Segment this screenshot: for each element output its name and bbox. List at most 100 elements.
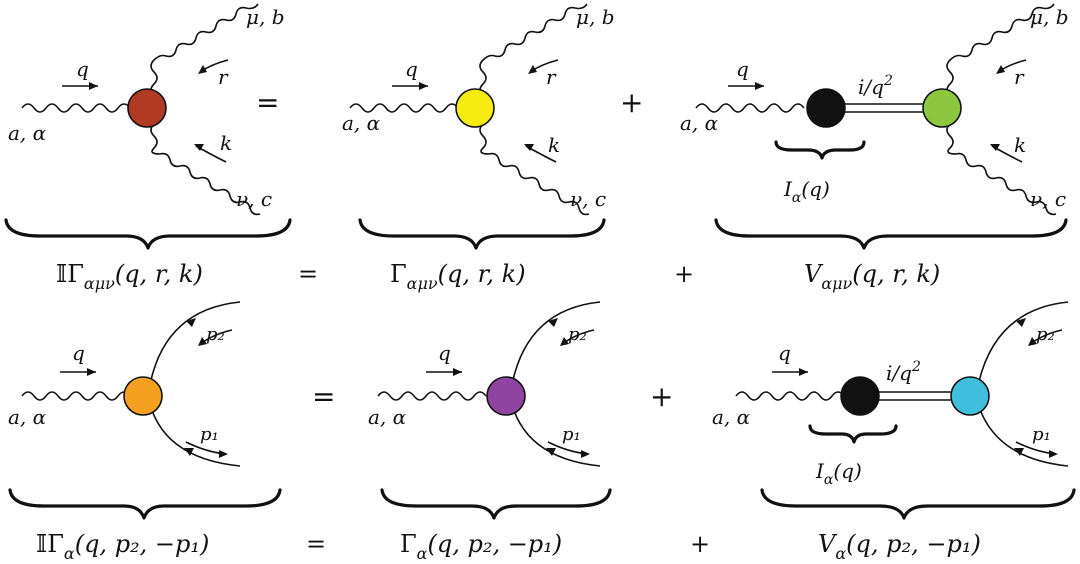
row2-gamma-q-label: q (438, 341, 451, 365)
row1-gamma-r-arrowhead (528, 65, 537, 74)
row2-v-p1-arrowhead (1049, 450, 1058, 458)
row2-caption-equals: = (306, 530, 326, 558)
row1-v-pole-label: i/q2 (858, 73, 893, 99)
row1-v-k-arrowhead (990, 144, 1000, 151)
row2-v-p2-arrowhead (1028, 337, 1037, 346)
row2-full-ghost-arrow-bottom (184, 448, 194, 456)
row1-v-incoming-gluon (695, 103, 805, 113)
row1-v-mu-b-label: μ, b (1030, 5, 1069, 29)
row2-full-q-arrowhead (87, 368, 96, 376)
row2-v-p2-label: p₂ (1036, 324, 1055, 345)
row2-full-p2-arrowhead (198, 337, 207, 346)
row2-gamma-vertex-blob (486, 376, 526, 416)
row1-full-caption: 𝕀Γαμν(q, r, k) (56, 260, 203, 293)
row1-diagram-plus: + (620, 86, 643, 119)
row2-gamma-q-arrowhead (453, 368, 462, 376)
row2-v-diagram: q a, α i/q2 p₂ p₁ Iα(q) (712, 301, 1069, 488)
row2-gamma-diagram: q a, α p₂ p₁ (368, 301, 601, 467)
row1-gamma-q-label: q (405, 57, 418, 81)
row1-v-vertex-blob (922, 88, 962, 128)
row2-v-i-alpha-label: Iα(q) (815, 459, 862, 488)
row2-diagram-equals: = (312, 380, 335, 413)
row1-v-r-arrowhead (996, 65, 1005, 74)
row1-v-i-alpha-label: Iα(q) (783, 177, 830, 206)
row2-full-ghost-line (147, 301, 241, 467)
row2-gamma-brace (380, 488, 612, 520)
row1-v-brace (714, 218, 1068, 250)
row1-v-q-label: q (736, 57, 749, 81)
row1-gamma-caption: Γαμν(q, r, k) (390, 260, 526, 293)
row2-v-ghost-arrow-bottom (1014, 448, 1024, 456)
row2-full-brace (8, 488, 282, 520)
row2-v-p1-label: p₁ (1032, 424, 1051, 445)
row1-v-q-arrowhead (755, 82, 764, 90)
row2-gamma-p1-arrowhead (581, 450, 590, 458)
row2-gamma-p2-label: p₂ (568, 324, 587, 345)
row1-full-brace (4, 218, 292, 250)
row1-gamma-r-label: r (546, 65, 557, 89)
row2-gamma-ghost-arrow-bottom (546, 448, 556, 456)
row1-gamma-incoming-gluon (349, 103, 459, 113)
row1-v-a-alpha-label: a, α (680, 111, 719, 135)
row1-v-caption: Vαμν(q, r, k) (804, 260, 940, 293)
row1-gamma-upper-gluon (479, 3, 588, 97)
row1-v-upper-gluon (946, 3, 1055, 97)
row1-full-r-arrowhead (198, 65, 207, 74)
row1-gamma-k-label: k (548, 133, 560, 157)
row1-full-nu-c-label: ν, c (236, 187, 272, 211)
row2-gamma-a-alpha-label: a, α (368, 405, 407, 429)
row1-v-pole-blob (806, 88, 846, 128)
row1-full-r-label: r (218, 65, 229, 89)
row2-diagram-plus: + (650, 380, 673, 413)
row2-full-caption: 𝕀Γα(q, p₂, −p₁) (36, 530, 209, 563)
row2-gamma-caption: Γα(q, p₂, −p₁) (400, 530, 562, 563)
row2-caption-plus: + (690, 530, 710, 558)
row1-v-r-label: r (1014, 65, 1025, 89)
row2-v-incoming-gluon (735, 391, 845, 401)
row1-v-lower-gluon (946, 123, 1057, 216)
row2-gamma-p1-label: p₁ (562, 424, 581, 445)
row2-full-a-alpha-label: a, α (8, 405, 47, 429)
row2-full-incoming-gluon (21, 391, 131, 401)
row2-v-pole-blob (840, 376, 880, 416)
row2-full-diagram: q a, α p₂ p₁ (8, 301, 241, 467)
row2-full-p1-arrowhead (219, 450, 228, 458)
row1-gamma-lower-gluon (479, 123, 590, 216)
row2-v-q-label: q (778, 341, 791, 365)
row1-gamma-mu-b-label: μ, b (576, 5, 615, 29)
row2-v-small-brace (808, 424, 898, 444)
row1-full-q-label: q (76, 57, 89, 81)
row1-full-mu-b-label: μ, b (246, 5, 285, 29)
row2-full-ghost-arrow-top (186, 318, 196, 327)
row2-v-vertex-blob (950, 376, 990, 416)
row1-full-a-alpha-label: a, α (8, 121, 47, 145)
row2-full-q-label: q (72, 341, 85, 365)
row1-gamma-vertex-blob (455, 88, 495, 128)
row2-v-brace (760, 488, 1076, 520)
row1-gamma-brace (358, 218, 606, 250)
row1-full-k-label: k (220, 131, 232, 155)
row2-full-p1-label: p₁ (200, 424, 219, 445)
row1-full-diagram: q a, α r μ, b k ν, c (8, 3, 285, 216)
row2-full-vertex-blob (123, 376, 163, 416)
row1-gamma-k-arrowhead (524, 144, 534, 151)
row1-full-lower-gluon (150, 123, 261, 216)
row1-gamma-q-arrowhead (419, 82, 428, 90)
row2-v-ghost-arrow-top (1016, 318, 1026, 327)
row1-gamma-diagram: q a, α r μ, b k ν, c (342, 3, 615, 216)
row1-full-vertex-blob (127, 88, 167, 128)
row2-gamma-ghost-arrow-top (548, 318, 558, 327)
row1-v-k-label: k (1014, 133, 1026, 157)
row1-caption-equals: = (298, 260, 318, 288)
row1-v-small-brace (774, 140, 866, 160)
row1-gamma-nu-c-label: ν, c (570, 187, 606, 211)
row2-v-caption: Vα(q, p₂, −p₁) (818, 530, 981, 563)
row1-gamma-a-alpha-label: a, α (342, 111, 381, 135)
row1-v-diagram: q a, α i/q2 r μ, b k ν, c Iα(q) (680, 3, 1069, 216)
row1-diagram-equals: = (256, 86, 279, 119)
row1-v-nu-c-label: ν, c (1030, 187, 1066, 211)
row2-v-pole-label: i/q2 (886, 359, 921, 385)
row2-gamma-p2-arrowhead (560, 337, 569, 346)
row2-v-q-arrowhead (799, 368, 808, 376)
